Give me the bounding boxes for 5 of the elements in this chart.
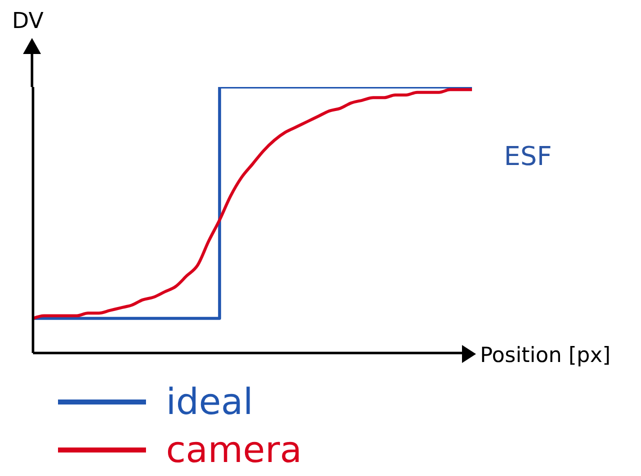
text: ESF bbox=[504, 142, 552, 172]
x-axis-title: Position [px] bbox=[480, 343, 611, 367]
y-axis-title: DV bbox=[12, 9, 44, 34]
legend-label: camera bbox=[166, 430, 302, 470]
legend-label: ideal bbox=[166, 382, 254, 422]
